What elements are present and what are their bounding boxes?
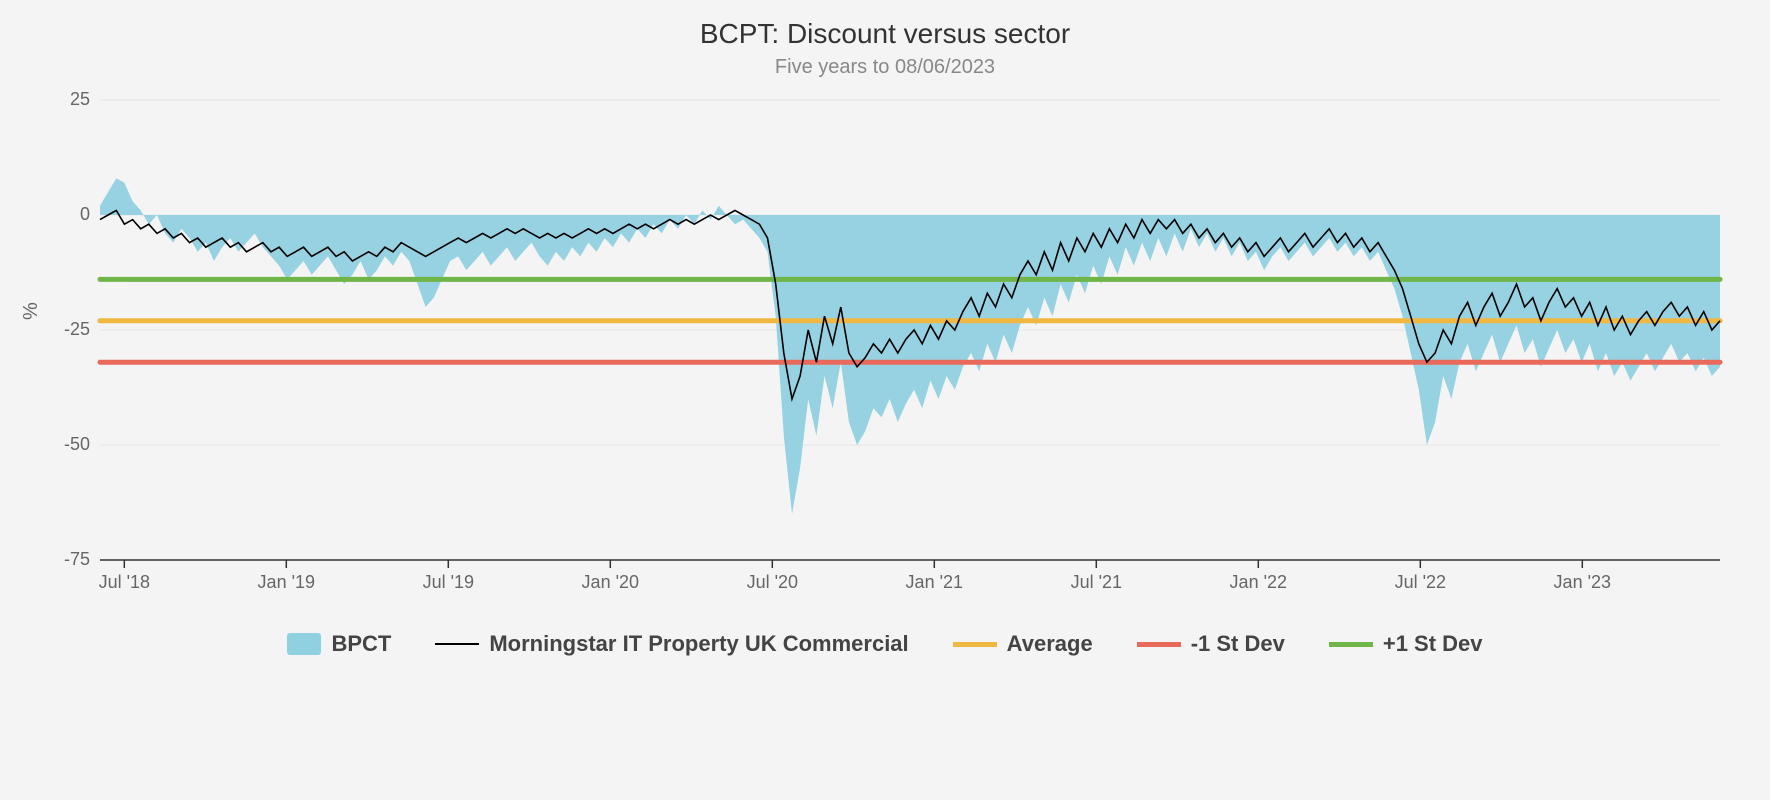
legend-line-swatch (1329, 642, 1373, 647)
chart-title: BCPT: Discount versus sector (0, 0, 1770, 50)
legend-item-bpct_area: BPCT (287, 631, 391, 657)
y-tick-label: 25 (10, 89, 90, 110)
x-tick-label: Jul '21 (1071, 572, 1122, 593)
bpct-area (100, 178, 1720, 514)
legend-label: Morningstar IT Property UK Commercial (489, 631, 908, 657)
legend-line-swatch (953, 642, 997, 647)
legend-label: BPCT (331, 631, 391, 657)
legend-item-minus_sd: -1 St Dev (1137, 631, 1285, 657)
chart-svg (100, 100, 1720, 560)
x-tick-label: Jul '20 (747, 572, 798, 593)
y-tick-label: -75 (10, 549, 90, 570)
chart-subtitle: Five years to 08/06/2023 (0, 56, 1770, 79)
legend-label: Average (1007, 631, 1093, 657)
chart-container: BCPT: Discount versus sector Five years … (0, 0, 1770, 800)
x-tick-label: Jul '19 (423, 572, 474, 593)
plot-area (100, 100, 1720, 560)
x-tick-label: Jul '18 (99, 572, 150, 593)
y-tick-label: -50 (10, 434, 90, 455)
x-tick-label: Jul '22 (1395, 572, 1446, 593)
legend-label: -1 St Dev (1191, 631, 1285, 657)
legend: BPCT Morningstar IT Property UK Commercia… (0, 630, 1770, 657)
x-tick-label: Jan '22 (1230, 572, 1287, 593)
legend-label: +1 St Dev (1383, 631, 1483, 657)
legend-item-average: Average (953, 631, 1093, 657)
y-axis-label: % (20, 302, 43, 320)
x-tick-label: Jan '21 (906, 572, 963, 593)
legend-item-morningstar_line: Morningstar IT Property UK Commercial (435, 631, 908, 657)
legend-swatch (287, 633, 321, 655)
legend-item-plus_sd: +1 St Dev (1329, 631, 1483, 657)
x-tick-label: Jan '19 (258, 572, 315, 593)
legend-line-swatch (1137, 642, 1181, 647)
x-tick-label: Jan '23 (1554, 572, 1611, 593)
x-tick-label: Jan '20 (582, 572, 639, 593)
legend-line-swatch (435, 643, 479, 645)
y-tick-label: -25 (10, 319, 90, 340)
y-tick-label: 0 (10, 204, 90, 225)
